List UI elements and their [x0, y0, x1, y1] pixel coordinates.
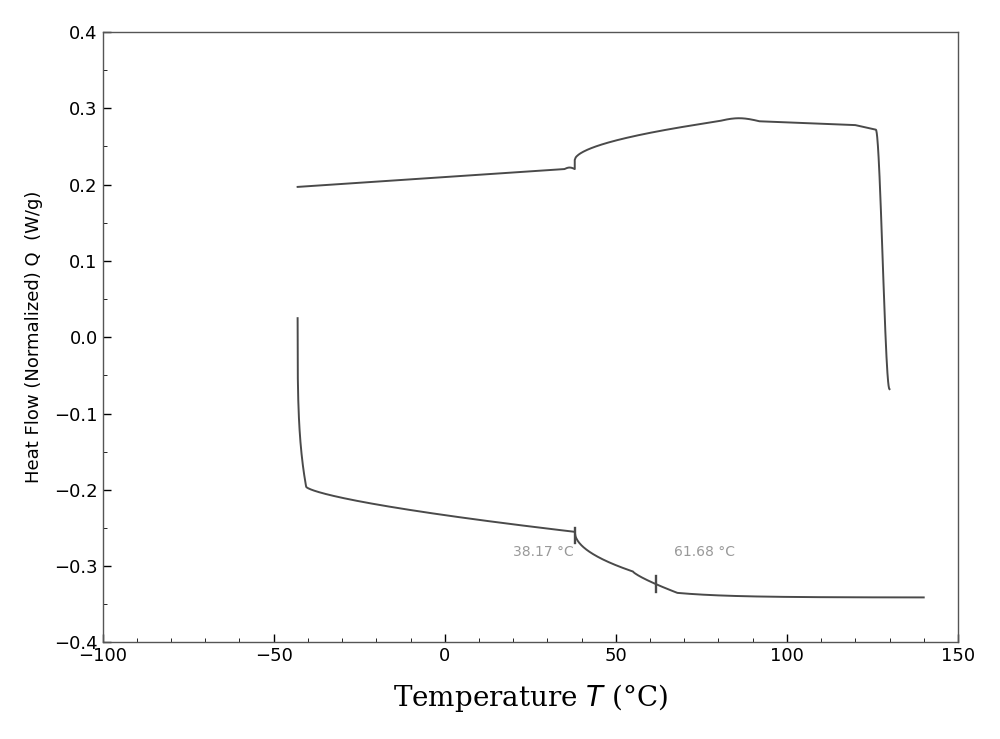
- Text: 38.17 °C: 38.17 °C: [513, 545, 574, 559]
- X-axis label: Temperature $T$ (°C): Temperature $T$ (°C): [393, 682, 668, 714]
- Text: 61.68 °C: 61.68 °C: [674, 545, 735, 559]
- Y-axis label: Heat Flow (Normalized) Q  (W/g): Heat Flow (Normalized) Q (W/g): [25, 191, 43, 483]
